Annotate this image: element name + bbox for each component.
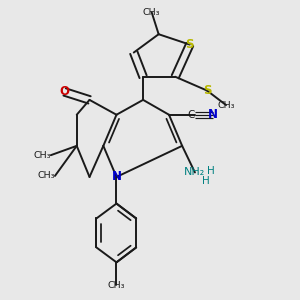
Text: N: N — [208, 108, 218, 121]
Text: CH₃: CH₃ — [33, 151, 51, 160]
Text: CH₃: CH₃ — [38, 171, 55, 180]
Text: CH₃: CH₃ — [108, 281, 125, 290]
Text: O: O — [60, 85, 70, 98]
Text: S: S — [203, 84, 211, 97]
Text: N: N — [112, 170, 122, 184]
Text: C: C — [188, 110, 195, 120]
Text: NH₂: NH₂ — [184, 167, 206, 178]
Text: H: H — [202, 176, 210, 186]
Text: CH₃: CH₃ — [143, 8, 160, 17]
Text: CH₃: CH₃ — [217, 100, 235, 109]
Text: H: H — [207, 167, 214, 176]
Text: S: S — [185, 38, 194, 51]
